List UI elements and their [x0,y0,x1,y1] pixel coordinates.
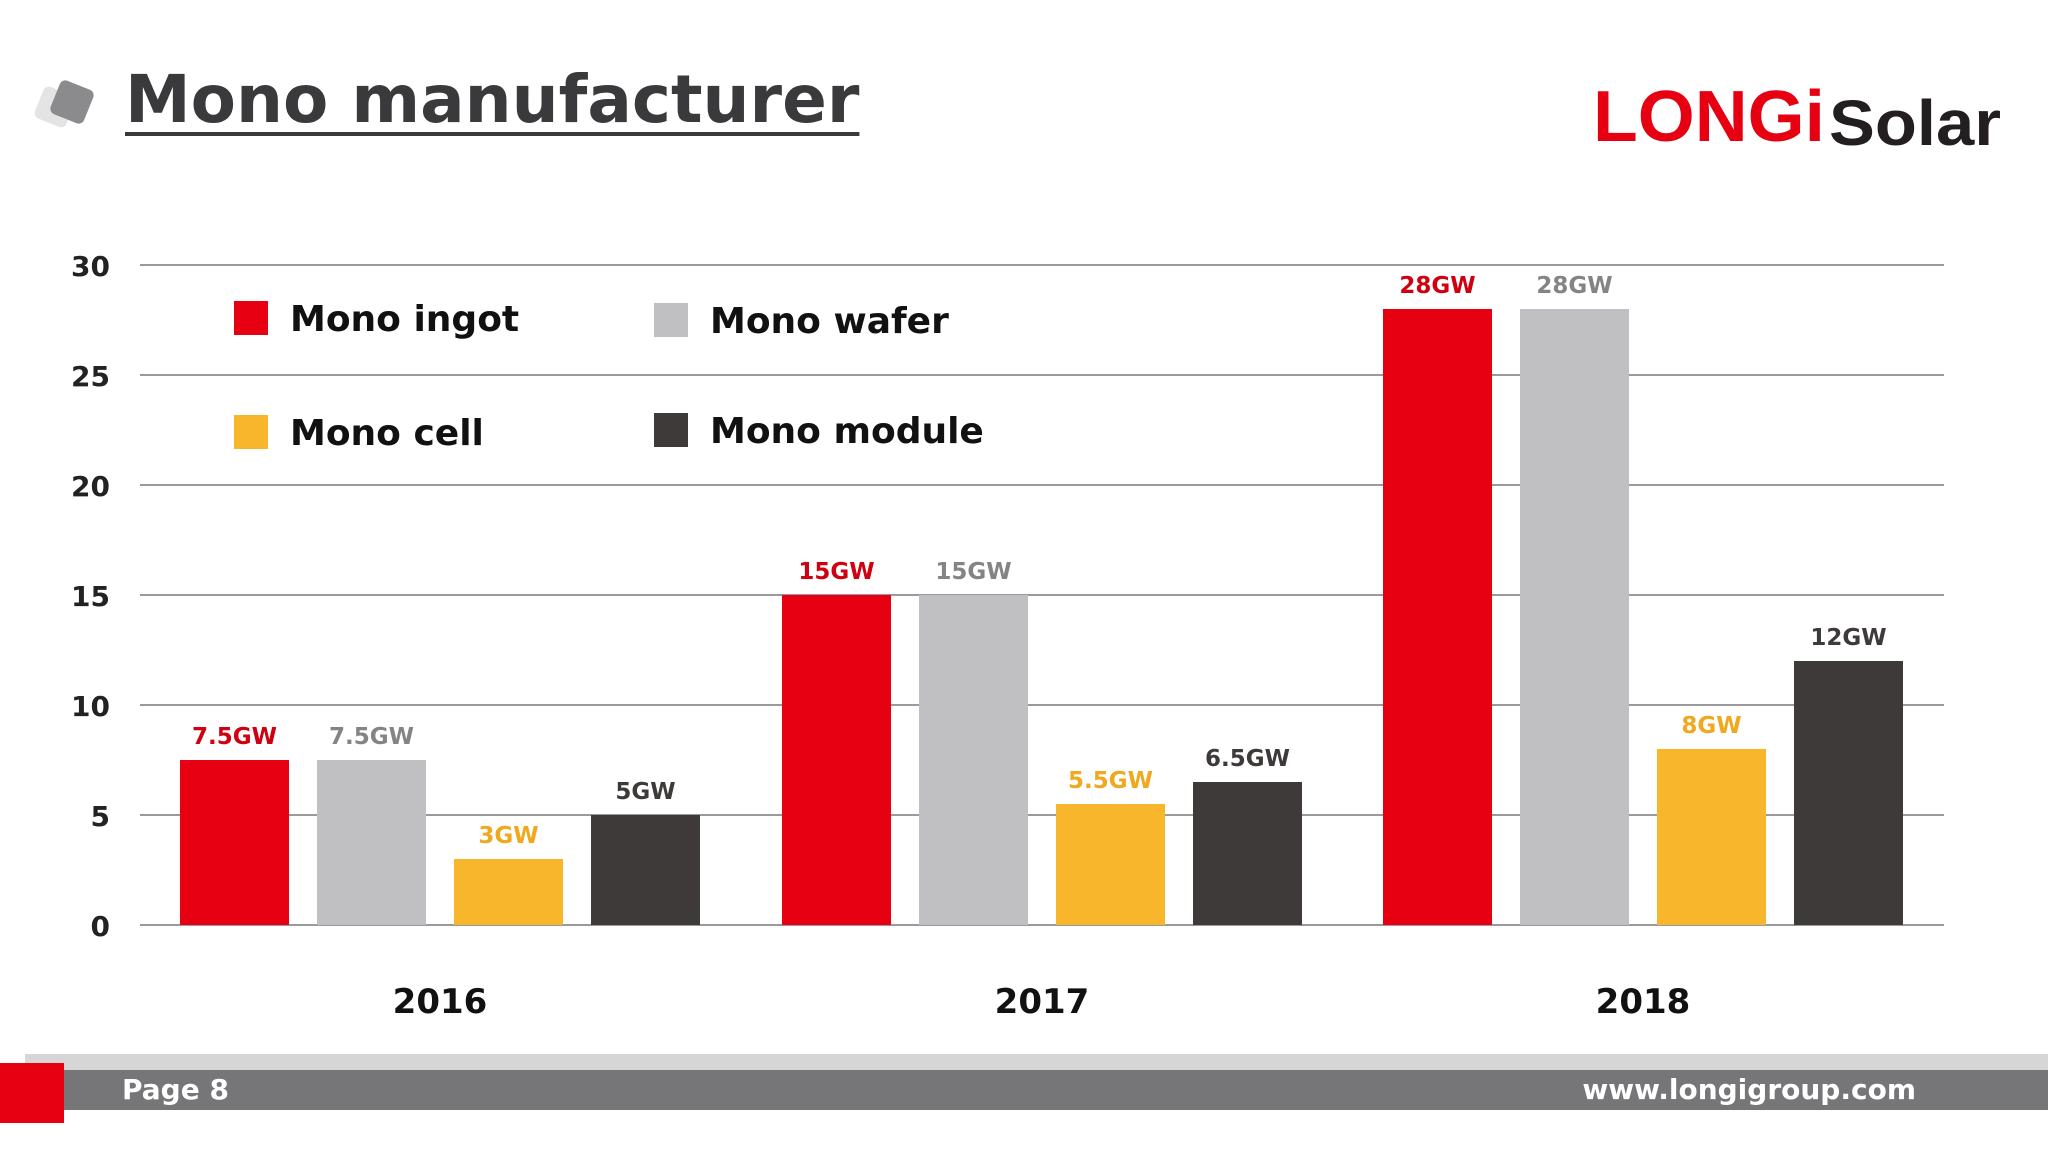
bar [1383,309,1492,925]
bar [1056,804,1165,925]
bar [317,760,426,925]
x-category-label: 2018 [1596,982,1691,1022]
y-tick-label: 25 [71,360,110,393]
logo-product: Solar [1829,87,2001,155]
page-title: Mono manufacturer [125,61,860,138]
y-tick-label: 0 [91,910,110,943]
bar [454,859,563,925]
bar-value-label: 5GW [615,779,675,805]
legend-swatch [654,303,688,337]
y-tick-label: 20 [71,470,110,503]
bar [782,595,891,925]
legend-swatch [234,415,268,449]
footer-red-block [0,1063,64,1123]
title-diamond-icon [34,80,94,128]
x-category-label: 2016 [393,982,488,1022]
legend-label: Mono ingot [290,299,519,340]
page-number: Page 8 [122,1073,229,1106]
bar [1193,782,1302,925]
website-link[interactable]: www.longigroup.com [1582,1073,1916,1106]
legend-label: Mono wafer [710,301,949,342]
legend-swatch [654,413,688,447]
logo-brand: LONGi [1593,77,1825,155]
y-tick-label: 15 [71,580,110,613]
y-tick-label: 10 [71,690,110,723]
legend-label: Mono cell [290,413,484,454]
bar [1520,309,1629,925]
bar-value-label: 28GW [1536,273,1612,299]
bar-value-label: 15GW [935,559,1011,585]
bar [180,760,289,925]
bar [1794,661,1903,925]
bar-value-label: 6.5GW [1205,746,1290,772]
longi-solar-logo: LONGi Solar [1593,77,2001,155]
x-category-label: 2017 [995,982,1090,1022]
y-tick-label: 30 [71,250,110,283]
bar-value-label: 8GW [1681,713,1741,739]
y-tick-label: 5 [91,800,110,833]
footer-strip [25,1054,2048,1070]
legend-swatch [234,301,268,335]
bar-value-label: 3GW [478,823,538,849]
bar [919,595,1028,925]
footer-bar [62,1070,2048,1110]
bar-value-label: 15GW [798,559,874,585]
legend-label: Mono module [710,411,984,452]
bar-value-label: 28GW [1399,273,1475,299]
bar-value-label: 12GW [1810,625,1886,651]
bar [1657,749,1766,925]
bar-value-label: 5.5GW [1068,768,1153,794]
bar-value-label: 7.5GW [329,724,414,750]
bar [591,815,700,925]
bar-value-label: 7.5GW [192,724,277,750]
